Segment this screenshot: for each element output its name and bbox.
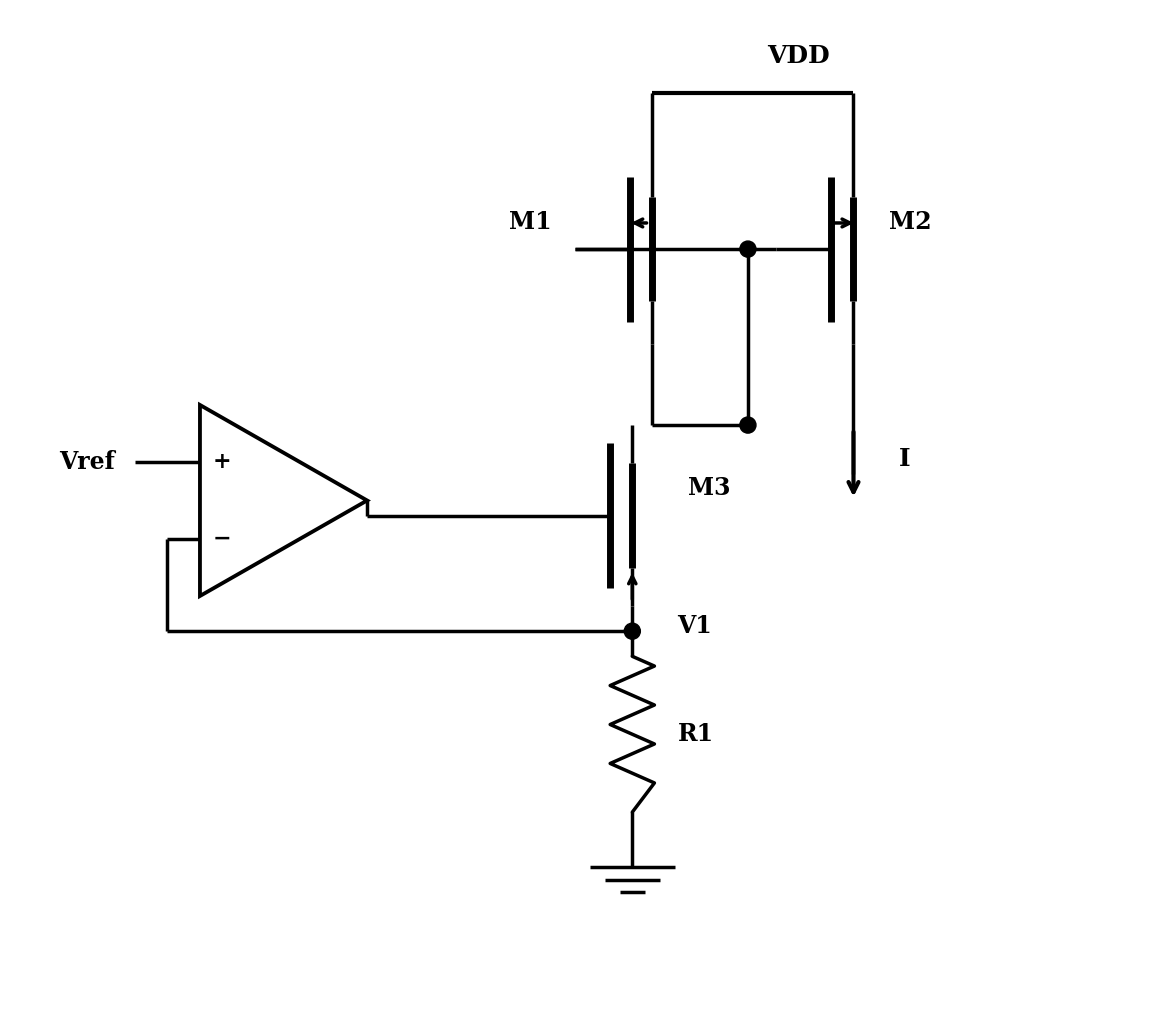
Text: −: − bbox=[212, 528, 232, 550]
Text: V1: V1 bbox=[677, 614, 712, 638]
Text: M1: M1 bbox=[509, 210, 552, 234]
Text: R1: R1 bbox=[677, 722, 713, 746]
Text: I: I bbox=[899, 447, 911, 471]
Text: M2: M2 bbox=[889, 210, 931, 234]
Circle shape bbox=[624, 623, 640, 639]
Text: VDD: VDD bbox=[767, 44, 830, 68]
Text: +: + bbox=[212, 451, 232, 473]
Text: M3: M3 bbox=[688, 476, 730, 500]
Circle shape bbox=[740, 241, 756, 257]
Circle shape bbox=[740, 417, 756, 433]
Text: Vref: Vref bbox=[59, 450, 114, 474]
